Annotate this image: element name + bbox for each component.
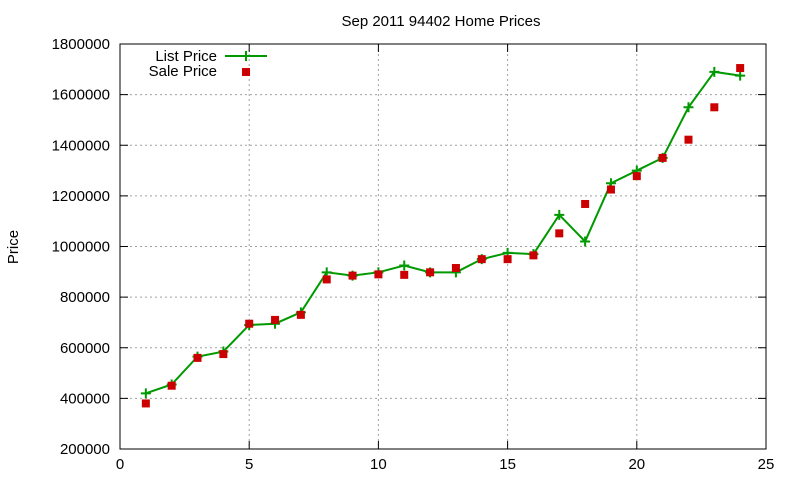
series bbox=[140, 64, 746, 408]
list-price-point bbox=[399, 260, 410, 271]
sale-price-point bbox=[736, 64, 745, 73]
sale-price-point bbox=[632, 172, 641, 181]
sale-price-point bbox=[451, 264, 460, 273]
sale-price-point bbox=[322, 275, 331, 284]
legend-swatch-sale-price bbox=[242, 68, 250, 76]
sale-price-point bbox=[296, 310, 305, 319]
y-tick-label: 400000 bbox=[60, 390, 110, 407]
grid bbox=[120, 44, 766, 449]
list-price-point bbox=[554, 209, 565, 220]
list-price-point bbox=[683, 102, 694, 113]
y-tick-label: 1600000 bbox=[52, 87, 110, 104]
sale-price-point bbox=[167, 381, 176, 390]
sale-price-point bbox=[606, 185, 615, 194]
x-tick-label: 5 bbox=[245, 456, 253, 473]
sale-price-point bbox=[245, 319, 254, 328]
list-price-point bbox=[580, 236, 591, 247]
y-tick-label: 1000000 bbox=[52, 239, 110, 256]
sale-price-point bbox=[271, 315, 280, 324]
x-tick-label: 0 bbox=[116, 456, 124, 473]
sale-price-point bbox=[658, 153, 667, 162]
legend-label-sale-price: Sale Price bbox=[149, 63, 217, 80]
sale-price-point bbox=[710, 103, 719, 112]
chart-title: Sep 2011 94402 Home Prices bbox=[341, 13, 540, 30]
sale-price-point bbox=[477, 255, 486, 264]
sale-price-point bbox=[400, 270, 409, 279]
x-tick-label: 20 bbox=[628, 456, 645, 473]
sale-price-point bbox=[193, 353, 202, 362]
y-tick-label: 1400000 bbox=[52, 137, 110, 154]
sale-price-point bbox=[426, 268, 435, 277]
x-tick-label: 25 bbox=[758, 456, 775, 473]
sale-price-point bbox=[141, 399, 150, 408]
sale-price-point bbox=[374, 270, 383, 279]
legend-swatch-list-price-marker bbox=[241, 51, 251, 61]
axis-ticks bbox=[119, 43, 767, 450]
y-tick-label: 800000 bbox=[60, 289, 110, 306]
sale-price-point bbox=[529, 251, 538, 260]
sale-price-point bbox=[684, 135, 693, 144]
sale-price-point bbox=[219, 350, 228, 359]
y-axis-tick-labels: 200000 400000 600000 800000 1000000 1200000 14… bbox=[52, 36, 110, 458]
x-tick-label: 10 bbox=[370, 456, 387, 473]
sale-price-point bbox=[503, 255, 512, 264]
y-tick-label: 1800000 bbox=[52, 36, 110, 53]
sale-price-point bbox=[581, 199, 590, 208]
list-price-point bbox=[709, 66, 720, 77]
y-axis-label: Price bbox=[5, 230, 22, 264]
y-tick-label: 200000 bbox=[60, 441, 110, 458]
list-price-point bbox=[140, 388, 151, 399]
list-price-line bbox=[145, 70, 741, 395]
x-tick-label: 15 bbox=[499, 456, 516, 473]
legend-label-list-price: List Price bbox=[155, 48, 217, 65]
y-tick-label: 1200000 bbox=[52, 188, 110, 205]
y-tick-label: 600000 bbox=[60, 340, 110, 357]
sale-price-point bbox=[348, 271, 357, 280]
x-axis-tick-labels: 0 5 10 15 20 25 bbox=[116, 456, 775, 473]
sale-price-point bbox=[555, 229, 564, 238]
list-price-point bbox=[735, 70, 746, 81]
